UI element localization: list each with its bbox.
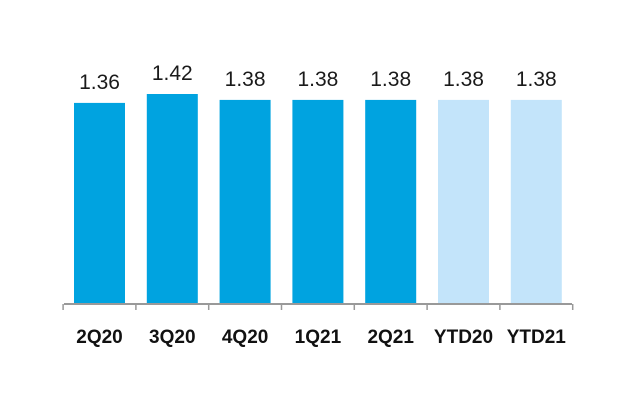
value-label-2q21: 1.38 [370,68,411,91]
value-label-ytd21: 1.38 [516,68,557,91]
value-label-1q21: 1.38 [297,68,338,91]
value-label-ytd20: 1.38 [443,68,484,91]
bar-2q20 [74,102,125,305]
tick-label-2q20: 2Q20 [76,327,122,348]
value-label-4q20: 1.38 [225,68,266,91]
tick-label-ytd21: YTD21 [507,327,567,348]
tick-label-ytd20: YTD20 [434,327,493,348]
bar-ytd21 [510,99,562,305]
tick-label-1q21: 1Q21 [295,327,342,348]
x-axis-ticks-group [62,304,574,310]
bars-group [74,94,562,305]
bar-ytd20 [438,99,489,305]
x-axis-tick-labels-group: 2Q20 3Q20 4Q20 1Q21 2Q21 YTD20 YTD21 [76,327,566,348]
bar-1q21 [292,99,344,305]
value-label-3q20: 1.42 [152,62,193,85]
value-labels-group: 1.36 1.42 1.38 1.38 1.38 1.38 1.38 [79,62,557,94]
value-label-2q20: 1.36 [79,71,120,94]
bar-2q21 [365,99,417,305]
bar-3q20 [146,94,198,304]
tick-label-4q20: 4Q20 [222,327,268,348]
tick-label-2q21: 2Q21 [367,327,414,348]
bar-4q20 [219,99,271,305]
tick-label-3q20: 3Q20 [149,327,195,348]
